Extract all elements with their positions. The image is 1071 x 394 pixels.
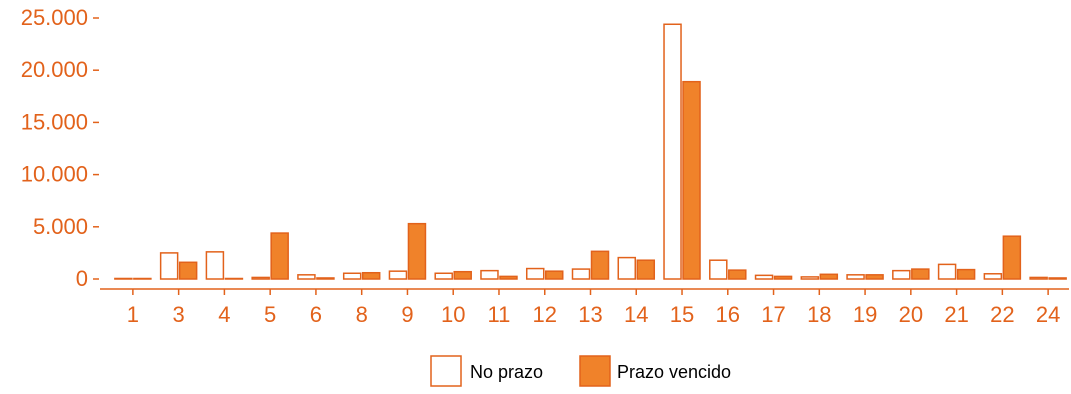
x-tick-label: 18 [807,302,831,327]
bar-no-prazo-16 [709,259,728,280]
bar-prazo-vencido-8 [361,271,381,280]
bar-prazo-vencido-18 [819,273,839,280]
y-tick-label: 10.000 [21,162,88,187]
bar-no-prazo-9 [388,270,408,280]
x-tick-label: 6 [310,302,322,327]
bar-no-prazo-10 [434,272,453,280]
x-tick-label: 5 [264,302,276,327]
bar-no-prazo-6 [297,274,316,280]
y-tick-label: 25.000 [21,5,88,30]
y-tick-label: 15.000 [21,109,88,134]
bar-prazo-vencido-12 [544,270,564,280]
bar-no-prazo-24 [1029,276,1048,280]
bar-prazo-vencido-3 [178,261,198,280]
bar-prazo-vencido-19 [865,274,884,280]
x-tick-label: 24 [1036,302,1060,327]
bar-no-prazo-17 [754,274,774,280]
x-tick-label: 17 [761,302,785,327]
bar-prazo-vencido-1 [133,277,152,280]
x-tick-label: 20 [899,302,923,327]
bar-no-prazo-4 [205,251,225,280]
bar-no-prazo-21 [937,263,957,280]
bar-no-prazo-13 [571,268,591,280]
bar-no-prazo-8 [342,272,362,280]
bar-prazo-vencido-21 [956,268,976,280]
bar-no-prazo-18 [800,276,820,280]
bar-no-prazo-15 [663,23,682,280]
bar-no-prazo-20 [892,269,911,280]
y-tick-label: 0 [76,266,88,291]
bar-prazo-vencido-13 [590,250,610,280]
x-tick-label: 15 [670,302,694,327]
bar-prazo-vencido-15 [682,80,701,280]
x-tick-label: 8 [356,302,368,327]
bar-no-prazo-19 [846,274,865,280]
x-tick-label: 11 [488,302,511,327]
bar-no-prazo-12 [525,267,545,280]
x-tick-label: 3 [173,302,185,327]
bar-prazo-vencido-17 [773,275,793,280]
x-tick-label: 19 [853,302,877,327]
x-tick-label: 12 [532,302,556,327]
bar-prazo-vencido-16 [728,269,747,280]
y-tick-label: 20.000 [21,57,88,82]
bar-prazo-vencido-20 [911,268,930,280]
x-tick-label: 22 [990,302,1014,327]
x-tick-label: 16 [716,302,740,327]
bar-prazo-vencido-6 [316,277,335,280]
x-tick-label: 14 [624,302,648,327]
legend-label: Prazo vencido [617,362,731,382]
bars [114,23,1067,280]
legend-swatch [579,355,611,387]
bar-no-prazo-1 [114,277,133,280]
x-tick-label: 13 [578,302,602,327]
x-tick-label: 4 [218,302,230,327]
bar-prazo-vencido-10 [453,270,472,280]
bar-no-prazo-22 [983,273,1003,280]
bar-prazo-vencido-9 [407,222,427,280]
bar-no-prazo-3 [159,252,179,280]
legend: No prazo Prazo vencido [430,355,731,387]
x-tick-label: 10 [441,302,465,327]
bar-no-prazo-14 [617,256,637,280]
legend-swatch [430,355,462,387]
bar-no-prazo-11 [480,269,499,280]
x-tick-label: 9 [401,302,413,327]
y-axis: 0 5.000 10.000 15.000 20.000 25.000 [21,5,99,291]
x-tick-label: 1 [127,302,139,327]
bar-prazo-vencido-11 [499,275,518,280]
y-tick-label: 5.000 [33,214,88,239]
bar-prazo-vencido-22 [1002,235,1022,280]
bar-no-prazo-5 [251,276,270,280]
bar-prazo-vencido-14 [636,259,656,280]
bar-prazo-vencido-5 [270,232,289,280]
x-axis: 1 3 4 5 6 8 9 10 11 12 13 14 15 16 17 18 19 20 21 22 24 [100,288,1069,327]
x-tick-label: 21 [944,302,968,327]
legend-label: No prazo [470,362,543,382]
bar-prazo-vencido-4 [224,277,244,280]
bar-prazo-vencido-24 [1048,277,1067,280]
